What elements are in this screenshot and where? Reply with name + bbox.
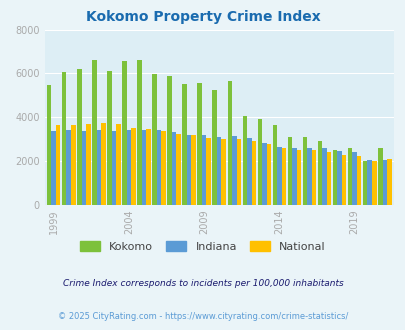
Bar xyxy=(182,84,186,205)
Bar xyxy=(66,130,71,205)
Legend: Kokomo, Indiana, National: Kokomo, Indiana, National xyxy=(76,237,329,256)
Bar xyxy=(337,151,341,205)
Bar xyxy=(77,70,81,205)
Bar xyxy=(242,116,247,205)
Bar xyxy=(167,76,171,205)
Bar xyxy=(96,130,101,205)
Bar xyxy=(236,139,241,205)
Bar xyxy=(201,135,206,205)
Bar xyxy=(257,119,262,205)
Bar xyxy=(191,135,196,205)
Bar xyxy=(176,134,180,205)
Bar xyxy=(356,156,360,205)
Text: Kokomo Property Crime Index: Kokomo Property Crime Index xyxy=(85,10,320,24)
Bar xyxy=(197,83,201,205)
Bar xyxy=(62,72,66,205)
Bar xyxy=(227,81,232,205)
Bar xyxy=(307,148,311,205)
Bar xyxy=(126,130,131,205)
Bar xyxy=(302,138,307,205)
Bar xyxy=(92,60,96,205)
Bar xyxy=(51,131,56,205)
Bar xyxy=(277,147,281,205)
Bar xyxy=(352,152,356,205)
Bar xyxy=(107,71,111,205)
Bar xyxy=(146,129,150,205)
Bar xyxy=(86,124,90,205)
Bar xyxy=(122,61,126,205)
Bar xyxy=(161,131,165,205)
Bar xyxy=(382,160,386,205)
Bar xyxy=(156,130,161,205)
Bar xyxy=(281,148,286,205)
Bar xyxy=(377,148,382,205)
Bar xyxy=(386,159,390,205)
Bar xyxy=(296,150,301,205)
Bar xyxy=(367,160,371,205)
Bar xyxy=(341,155,345,205)
Bar xyxy=(322,148,326,205)
Bar xyxy=(47,85,51,205)
Text: © 2025 CityRating.com - https://www.cityrating.com/crime-statistics/: © 2025 CityRating.com - https://www.city… xyxy=(58,312,347,321)
Bar xyxy=(171,132,176,205)
Bar xyxy=(141,130,146,205)
Bar xyxy=(371,161,375,205)
Bar xyxy=(347,148,352,205)
Bar xyxy=(137,60,141,205)
Bar xyxy=(232,136,236,205)
Bar xyxy=(221,139,226,205)
Bar xyxy=(311,150,315,205)
Bar xyxy=(56,125,60,205)
Bar xyxy=(262,143,266,205)
Bar xyxy=(266,144,271,205)
Bar xyxy=(111,131,116,205)
Bar xyxy=(317,141,322,205)
Bar xyxy=(326,152,330,205)
Bar xyxy=(251,141,256,205)
Text: Crime Index corresponds to incidents per 100,000 inhabitants: Crime Index corresponds to incidents per… xyxy=(62,279,343,288)
Bar xyxy=(101,123,105,205)
Bar xyxy=(287,137,292,205)
Bar xyxy=(212,90,216,205)
Bar xyxy=(116,124,120,205)
Bar xyxy=(272,125,277,205)
Bar xyxy=(81,131,86,205)
Bar xyxy=(362,161,367,205)
Bar xyxy=(292,148,296,205)
Bar xyxy=(131,128,135,205)
Bar xyxy=(332,150,337,205)
Bar xyxy=(206,138,211,205)
Bar xyxy=(216,138,221,205)
Bar xyxy=(186,135,191,205)
Bar xyxy=(71,125,75,205)
Bar xyxy=(247,138,251,205)
Bar xyxy=(152,74,156,205)
